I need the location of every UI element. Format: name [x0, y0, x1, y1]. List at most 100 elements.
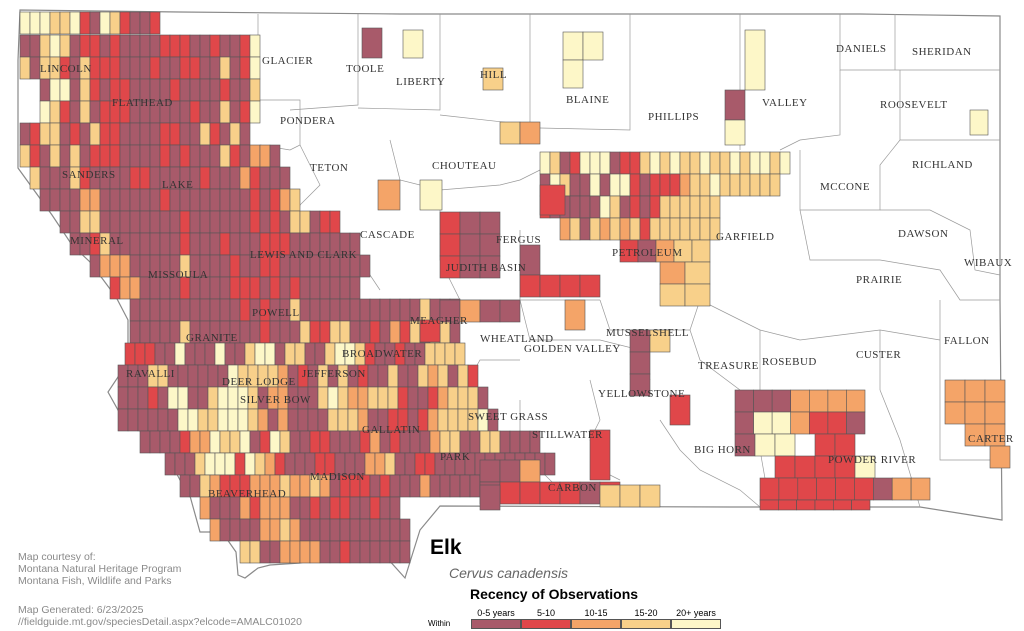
grid-cell: [269, 518, 281, 542]
grid-cell: [339, 298, 351, 322]
county-label-madison: MADISON: [310, 471, 365, 483]
grid-cell: [709, 173, 721, 197]
grid-cell: [174, 452, 186, 476]
grid-cell: [229, 518, 241, 542]
grid-cell: [364, 452, 376, 476]
grid-cell: [629, 195, 641, 219]
grid-cell: [169, 144, 181, 168]
grid-cell: [808, 411, 829, 435]
county-label-stillwater: STILLWATER: [532, 429, 603, 441]
grid-cell: [439, 233, 461, 257]
grid-cell: [234, 342, 246, 366]
grid-cell: [79, 78, 91, 102]
grid-cell: [457, 386, 469, 410]
grid-cell: [359, 518, 371, 542]
grid-cell: [239, 210, 251, 234]
grid-cell: [19, 56, 31, 80]
county-label-treasure: TREASURE: [698, 360, 759, 372]
grid-cell: [259, 320, 271, 344]
grid-cell: [749, 173, 761, 197]
grid-cell: [814, 433, 836, 457]
grid-cell: [139, 320, 151, 344]
grid-cell: [427, 364, 439, 388]
grid-cell: [174, 342, 186, 366]
grid-cell: [289, 518, 301, 542]
grid-cell: [404, 452, 416, 476]
grid-cell: [169, 34, 181, 58]
grid-cell: [437, 386, 449, 410]
legend-label-0-5: 0-5 years: [477, 608, 515, 618]
grid-cell: [194, 342, 206, 366]
grid-cell: [437, 364, 449, 388]
grid-cell: [109, 254, 121, 278]
grid-cell: [39, 188, 51, 212]
grid-cell: [219, 100, 231, 124]
grid-cell: [127, 408, 139, 432]
grid-cell: [169, 430, 181, 454]
grid-cell: [229, 144, 241, 168]
grid-cell: [374, 452, 386, 476]
grid-cell: [771, 411, 791, 435]
county-label-blaine: BLAINE: [566, 94, 609, 106]
grid-cell: [209, 34, 221, 58]
grid-cell: [399, 518, 411, 542]
grid-cell: [274, 452, 286, 476]
grid-cell: [179, 56, 191, 80]
grid-cell: [439, 430, 451, 454]
grid-cell: [319, 496, 331, 520]
observation-grid: [19, 11, 1011, 564]
county-label-wibaux: WIBAUX: [964, 257, 1012, 269]
grid-cell: [609, 217, 621, 241]
grid-cell: [59, 34, 71, 58]
grid-cell: [229, 56, 241, 80]
grid-cell: [377, 386, 389, 410]
grid-cell: [149, 298, 161, 322]
grid-cell: [259, 210, 271, 234]
credit-line-3: Montana Fish, Wildlife and Parks: [18, 575, 172, 587]
grid-cell: [579, 173, 591, 197]
grid-cell: [327, 386, 339, 410]
grid-cell: [449, 474, 461, 498]
grid-cell: [377, 364, 389, 388]
grid-cell: [99, 210, 111, 234]
grid-cell: [307, 408, 319, 432]
grid-cell: [69, 100, 81, 124]
grid-cell: [134, 342, 146, 366]
grid-cell: [669, 217, 681, 241]
grid-cell: [149, 56, 161, 80]
grid-cell: [229, 210, 241, 234]
grid-cell: [319, 540, 331, 564]
grid-cell: [259, 430, 271, 454]
grid-cell: [699, 217, 711, 241]
grid-cell: [349, 518, 361, 542]
grid-cell: [854, 477, 874, 501]
grid-cell: [229, 100, 241, 124]
grid-cell: [29, 122, 41, 146]
grid-cell: [209, 188, 221, 212]
county-label-valley: VALLEY: [762, 97, 808, 109]
grid-cell: [49, 166, 61, 190]
grid-cell: [239, 518, 251, 542]
grid-cell: [259, 276, 271, 300]
grid-cell: [214, 342, 226, 366]
grid-cell: [129, 232, 141, 256]
grid-cell: [279, 518, 291, 542]
grid-cell: [469, 474, 481, 498]
grid-cell: [149, 144, 161, 168]
grid-cell: [159, 144, 171, 168]
grid-cell: [209, 518, 221, 542]
grid-cell: [359, 496, 371, 520]
grid-cell: [361, 27, 383, 59]
grid-cell: [562, 31, 584, 61]
grid-cell: [59, 144, 71, 168]
grid-cell: [109, 56, 121, 80]
grid-cell: [699, 173, 711, 197]
grid-cell: [49, 144, 61, 168]
grid-cell: [369, 474, 381, 498]
grid-cell: [109, 122, 121, 146]
grid-cell: [649, 329, 671, 353]
grid-cell: [414, 452, 426, 476]
grid-cell: [109, 11, 121, 35]
grid-cell: [159, 430, 171, 454]
grid-cell: [299, 210, 311, 234]
